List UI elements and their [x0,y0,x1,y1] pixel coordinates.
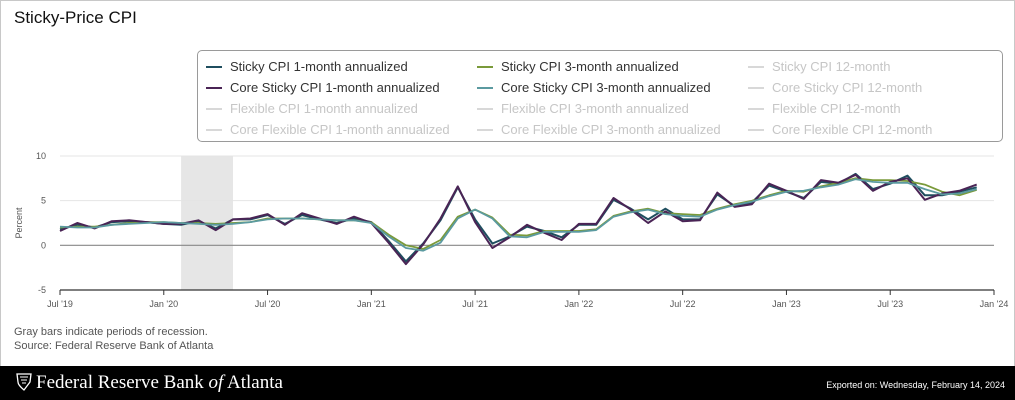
x-tick-label: Jan '24 [980,299,1009,309]
x-tick-label: Jan '22 [565,299,594,309]
legend-item[interactable]: Core Sticky CPI 1-month annualized [206,80,440,95]
legend-label: Core Flexible CPI 3-month annualized [501,122,721,137]
org-name-city: Atlanta [227,372,283,393]
legend-label: Core Sticky CPI 12-month [772,80,923,95]
legend-label: Sticky CPI 1-month annualized [230,59,408,74]
legend-label: Core Flexible CPI 1-month annualized [230,122,450,137]
legend-swatch [206,128,222,131]
chart-title: Sticky-Price CPI [14,8,137,27]
x-tick-label: Jan '23 [772,299,801,309]
legend-swatch [477,65,493,68]
legend-item[interactable]: Sticky CPI 3-month annualized [477,59,679,74]
legend-item[interactable]: Core Flexible CPI 1-month annualized [206,122,450,137]
x-tick-label: Jul '20 [255,299,281,309]
legend-swatch [477,86,493,89]
legend-swatch [477,107,493,110]
legend-label: Flexible CPI 3-month annualized [501,101,689,116]
eagle-logo-icon [16,373,32,391]
legend-swatch [477,128,493,131]
legend-item[interactable]: Sticky CPI 12-month [748,59,891,74]
legend-swatch [206,107,222,110]
org-name-of: of [208,372,224,393]
legend-swatch [206,65,222,68]
x-tick-label: Jul '21 [462,299,488,309]
legend-label: Sticky CPI 12-month [772,59,891,74]
legend-item[interactable]: Core Sticky CPI 12-month [748,80,922,95]
org-name: Federal Reserve Bank of Atlanta [36,372,283,394]
x-tick-label: Jul '22 [670,299,696,309]
legend-label: Sticky CPI 3-month annualized [501,59,679,74]
legend: Sticky CPI 1-month annualized Sticky CPI … [197,50,1003,142]
legend-label: Flexible CPI 12-month [772,101,901,116]
x-tick-label: Jan '20 [149,299,178,309]
legend-swatch [748,128,764,131]
y-tick-label: 10 [36,151,46,161]
x-tick-label: Jul '19 [47,299,73,309]
legend-item[interactable]: Core Flexible CPI 12-month [748,122,932,137]
recession-note: Gray bars indicate periods of recession. [14,326,208,338]
legend-item[interactable]: Flexible CPI 3-month annualized [477,101,689,116]
series-line [59,178,977,252]
legend-item[interactable]: Flexible CPI 12-month [748,101,901,116]
legend-item[interactable]: Flexible CPI 1-month annualized [206,101,418,116]
legend-label: Core Sticky CPI 1-month annualized [230,80,440,95]
export-date: Exported on: Wednesday, February 14, 202… [826,380,1005,390]
legend-swatch [748,65,764,68]
legend-swatch [206,86,222,89]
x-tick-label: Jan '21 [357,299,386,309]
x-tick-label: Jul '23 [877,299,903,309]
chart-notes: Gray bars indicate periods of recession.… [14,325,213,353]
legend-swatch [748,107,764,110]
legend-swatch [748,86,764,89]
legend-item[interactable]: Core Sticky CPI 3-month annualized [477,80,711,95]
legend-item[interactable]: Core Flexible CPI 3-month annualized [477,122,721,137]
series-line [59,173,978,266]
legend-label: Flexible CPI 1-month annualized [230,101,418,116]
y-axis-label: Percent [14,207,24,239]
source-note: Source: Federal Reserve Bank of Atlanta [14,340,214,352]
footer-bar: Federal Reserve Bank of Atlanta Exported… [0,366,1015,400]
y-tick-label: -5 [38,285,46,295]
legend-label: Core Sticky CPI 3-month annualized [501,80,711,95]
y-tick-label: 0 [41,240,46,250]
legend-item[interactable]: Sticky CPI 1-month annualized [206,59,408,74]
chart-plot: 10 5 0 -5 Percent Jul '19 Jan '20 Jul '20 Jan '2… [14,151,1009,309]
legend-label: Core Flexible CPI 12-month [772,122,933,137]
y-tick-label: 5 [41,196,46,206]
org-name-main: Federal Reserve Bank [36,372,204,393]
